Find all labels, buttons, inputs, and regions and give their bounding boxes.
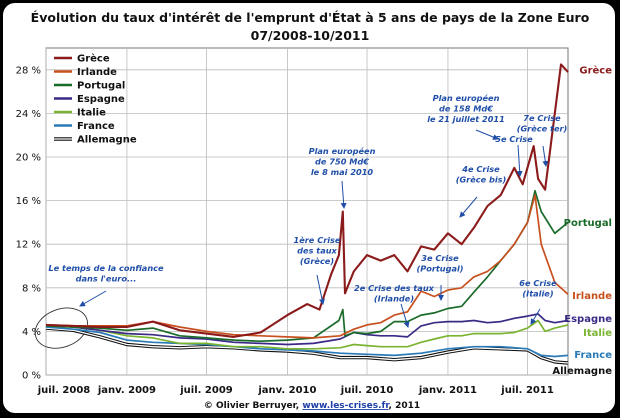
annotation-line: (Grèce bis) bbox=[456, 175, 507, 185]
end-labels: Grèce Portugal Irlande Espagne Italie France A… bbox=[552, 64, 612, 377]
annotation-arrow bbox=[316, 274, 325, 305]
chart-subtitle: 07/2008-10/2011 bbox=[251, 28, 370, 43]
annotation-label: 5e Crise bbox=[495, 134, 533, 144]
annotation-label: 3e Crise (Portugal) bbox=[416, 253, 463, 274]
annotation-arrow bbox=[79, 290, 107, 307]
annotation-line: 2e Crise des taux bbox=[354, 283, 435, 293]
annotation-label: Le temps de la confiance dans l'euro... bbox=[48, 263, 164, 284]
annotation-line: Le temps de la confiance bbox=[48, 263, 164, 273]
annotation-label: 6e Crise (Italie) bbox=[519, 278, 557, 299]
series-line-allemagne bbox=[45, 327, 569, 364]
annotation-label: 4e Crise (Grèce bis) bbox=[456, 164, 507, 185]
legend-label: Portugal bbox=[77, 81, 125, 92]
end-label-espagne: Espagne bbox=[564, 314, 612, 325]
end-label-grèce: Grèce bbox=[579, 64, 612, 76]
legend: Grèce Irlande Portugal Espagne Italie France A… bbox=[54, 53, 137, 146]
x-axis-ticks: juil. 2008 janv. 2009 juil. 2009 janv. 2010… bbox=[37, 385, 554, 396]
credit-suffix: , 2011 bbox=[389, 401, 421, 411]
annotation-label: 7e Crise (Grèce ter) bbox=[517, 113, 568, 134]
y-tick-label: 28 % bbox=[16, 65, 41, 76]
annotation-line: 7e Crise bbox=[523, 113, 561, 123]
legend-label: Italie bbox=[77, 108, 106, 119]
annotation-line: 6e Crise bbox=[519, 278, 557, 288]
x-tick-label: janv. 2011 bbox=[418, 385, 477, 396]
end-label-irlande: Irlande bbox=[572, 291, 612, 302]
annotation-line: des taux bbox=[297, 246, 337, 256]
annotation-label: Plan européen de 750 Md€ le 8 mai 2010 bbox=[309, 146, 376, 177]
confidence-ellipse-shape bbox=[34, 307, 89, 349]
annotation-line: de 750 Md€ bbox=[315, 157, 369, 167]
series-line-irlande bbox=[45, 194, 569, 339]
x-tick-label: juil. 2011 bbox=[500, 385, 554, 396]
annotation-line: (Italie) bbox=[522, 289, 553, 299]
annotation-line: 1ère Crise bbox=[294, 235, 341, 245]
y-tick-label: 8 % bbox=[22, 283, 41, 294]
y-tick-label: 4 % bbox=[22, 327, 41, 338]
x-tick-label: juil. 2009 bbox=[179, 385, 233, 396]
annotation-line: 5e Crise bbox=[495, 134, 533, 144]
annotation-arrow bbox=[475, 129, 499, 140]
chart-card bbox=[3, 3, 615, 413]
credit-link[interactable]: www.les-crises.fr bbox=[302, 401, 390, 411]
legend-label: Espagne bbox=[77, 94, 125, 105]
legend-label: Allemagne bbox=[77, 135, 137, 146]
y-tick-label: 20 % bbox=[16, 153, 41, 164]
series-line-espagne bbox=[45, 313, 569, 346]
annotation-label: Plan européen de 158 Md€ le 21 juillet 201… bbox=[427, 93, 505, 124]
annotation-line: (Irlande) bbox=[374, 294, 414, 304]
annotation-line: de 158 Md€ bbox=[439, 104, 493, 114]
series-line-grèce bbox=[45, 63, 569, 338]
legend-label: France bbox=[77, 121, 115, 132]
credit-prefix: © Olivier Berruyer, bbox=[204, 401, 302, 411]
legend-label: Irlande bbox=[77, 67, 117, 78]
annotation-arrow bbox=[516, 144, 523, 177]
annotation-line: Plan européen bbox=[433, 93, 500, 103]
annotation-line: le 8 mai 2010 bbox=[311, 167, 374, 177]
series-line-france bbox=[45, 326, 569, 358]
annotation-line: (Portugal) bbox=[416, 264, 463, 274]
x-tick-label: janv. 2009 bbox=[97, 385, 156, 396]
annotation-arrow bbox=[340, 180, 347, 209]
end-label-portugal: Portugal bbox=[564, 218, 612, 229]
annotation-arrows bbox=[79, 129, 549, 328]
annotation-arrow bbox=[542, 145, 549, 167]
y-tick-label: 24 % bbox=[16, 109, 41, 120]
annotation-arrow bbox=[400, 303, 410, 328]
annotation-arrow bbox=[459, 196, 478, 218]
x-tick-label: juil. 2008 bbox=[37, 385, 91, 396]
annotation-line: 3e Crise bbox=[421, 253, 459, 263]
annotation-label: 1ère Crise des taux (Grèce) bbox=[294, 235, 341, 266]
y-tick-label: 12 % bbox=[16, 240, 41, 251]
annotation-line: (Grèce) bbox=[300, 256, 334, 266]
grid bbox=[45, 47, 569, 376]
annotation-line: 4e Crise bbox=[461, 164, 500, 174]
y-tick-label: 0 % bbox=[22, 371, 41, 382]
annotation-line: Plan européen bbox=[309, 146, 376, 156]
y-tick-label: 16 % bbox=[16, 196, 41, 207]
chart-title: Évolution du taux d'intérêt de l'emprunt… bbox=[31, 10, 590, 25]
annotation-line: (Grèce ter) bbox=[517, 124, 568, 134]
end-label-italie: Italie bbox=[583, 328, 612, 339]
annotation-label: 2e Crise des taux (Irlande) bbox=[354, 283, 435, 304]
credit-text: © Olivier Berruyer, www.les-crises.fr, 2… bbox=[204, 401, 420, 411]
series-line-italie bbox=[45, 319, 569, 350]
annotation-arrow bbox=[530, 308, 541, 325]
legend-label: Grèce bbox=[77, 53, 110, 65]
y-axis-ticks: 0 % 4 % 8 % 12 % 16 % 20 % 24 % 28 % bbox=[16, 65, 41, 381]
x-tick-label: janv. 2010 bbox=[257, 385, 316, 396]
end-label-allemagne: Allemagne bbox=[552, 366, 612, 377]
confidence-ellipse bbox=[34, 307, 89, 349]
annotation-line: le 21 juillet 2011 bbox=[427, 114, 505, 124]
end-label-france: France bbox=[574, 350, 612, 361]
x-tick-label: juil. 2010 bbox=[340, 385, 394, 396]
series-lines bbox=[45, 63, 569, 365]
annotation-line: dans l'euro... bbox=[76, 274, 137, 284]
annotations: Le temps de la confiance dans l'euro... Pl… bbox=[48, 93, 567, 304]
